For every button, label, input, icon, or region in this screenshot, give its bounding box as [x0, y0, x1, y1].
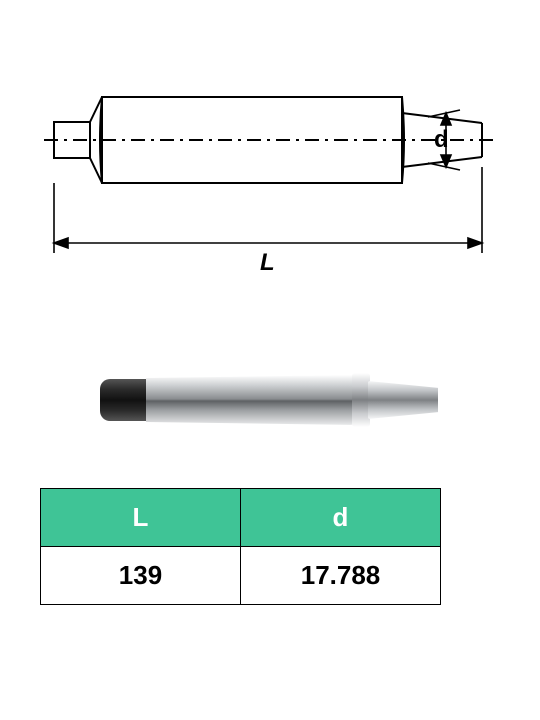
dim-label-L: L — [260, 249, 275, 276]
dim-label-d: d — [434, 126, 449, 153]
drawing-svg: d L — [30, 55, 510, 315]
dimension-table: L d 139 17.788 — [40, 488, 441, 605]
arbor-body — [146, 375, 356, 425]
cell-d: 17.788 — [241, 547, 441, 605]
arbor-nose — [368, 381, 438, 419]
col-header-L: L — [41, 489, 241, 547]
col-header-d: d — [241, 489, 441, 547]
product-photo — [80, 340, 460, 460]
arbor-collar — [352, 373, 370, 427]
canvas: d L L d — [0, 0, 540, 720]
technical-drawing: d L — [30, 55, 510, 315]
arbor-tang — [100, 379, 152, 421]
cell-L: 139 — [41, 547, 241, 605]
arbor — [100, 371, 440, 429]
table-row: 139 17.788 — [41, 547, 441, 605]
table-header-row: L d — [41, 489, 441, 547]
